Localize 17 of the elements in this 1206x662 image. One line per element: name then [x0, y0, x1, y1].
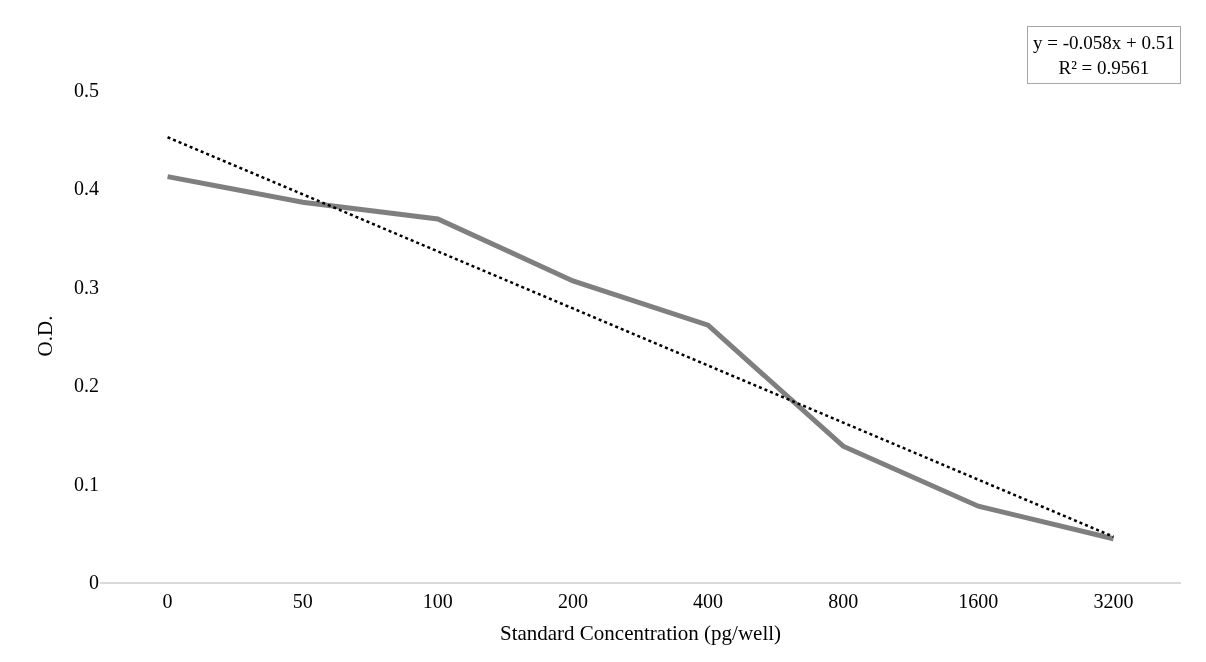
- x-tick-label: 200: [557, 589, 588, 612]
- x-tick-label: 50: [292, 589, 313, 612]
- y-tick-label: 0.1: [74, 472, 99, 495]
- y-tick-label: 0.4: [74, 177, 99, 200]
- y-tick-label: 0: [89, 571, 99, 593]
- x-tick-label: 800: [828, 589, 859, 612]
- text: y = -0.058x + 0.51 R² = 0.9561: [1033, 32, 1175, 78]
- y-tick-label: 0.5: [74, 79, 99, 101]
- x-tick-label: 1600: [958, 589, 999, 612]
- x-tick-label: 0: [162, 589, 173, 612]
- x-tick-label: 400: [693, 589, 724, 612]
- y-tick-label: 0.2: [74, 374, 99, 397]
- x-tick-label: 3200: [1093, 589, 1134, 612]
- y-tick-label: 0.3: [74, 275, 99, 298]
- x-axis-title: Standard Concentration (pg/well): [499, 621, 782, 646]
- y-axis-title: O.D.: [33, 315, 58, 357]
- x-tick-label: 100: [422, 589, 453, 612]
